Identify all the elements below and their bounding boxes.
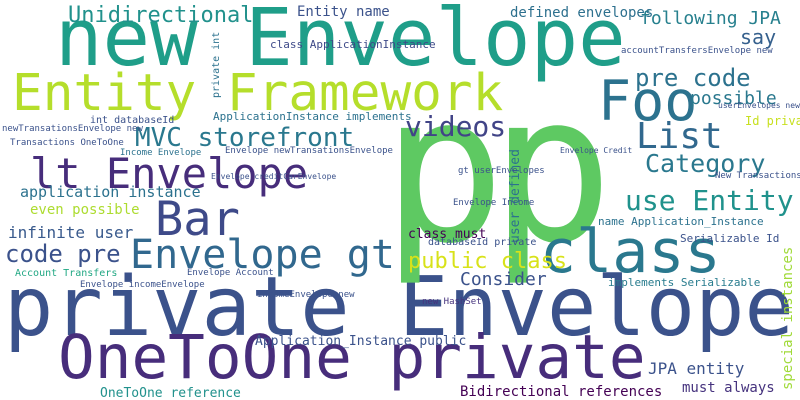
word: Category: [645, 149, 765, 178]
word: new Envelope: [55, 0, 626, 84]
word: MVC storefront: [135, 123, 354, 153]
word: user defined: [508, 149, 523, 243]
word: gt userEnvelopes: [458, 166, 545, 176]
word: Envelope Income: [453, 198, 534, 208]
word: private Envelope: [4, 260, 794, 355]
word: ApplicationInstance implements: [213, 110, 412, 123]
word: class must: [408, 227, 486, 242]
word: Application_Instance public: [255, 334, 466, 349]
word: Serializable Id: [680, 232, 779, 245]
word: must always: [682, 380, 775, 396]
word: class ApplicationInstance: [270, 38, 436, 51]
word: code pre: [5, 240, 121, 268]
word: OneToOne private: [58, 322, 646, 393]
word: Bidirectional references: [460, 384, 662, 400]
word: p: [382, 51, 505, 289]
word: OneToOne reference: [100, 386, 241, 400]
word: Foo: [598, 69, 697, 133]
word: pre code: [635, 64, 751, 92]
word: possible: [690, 88, 777, 109]
word: Account Transfers: [15, 268, 117, 279]
word: New Transactions: [715, 171, 800, 181]
word: Transactions OneToOne: [10, 138, 124, 148]
word: Envelope creditCarEnvelope: [211, 172, 336, 181]
word: userEnvelopes new: [718, 101, 800, 110]
word: infinite user: [8, 223, 134, 242]
word: int databaseId: [90, 115, 174, 126]
word: Income Envelope: [120, 148, 201, 158]
word: databaseId private: [428, 237, 536, 248]
word: new HashSet: [422, 297, 482, 307]
word: incomeEnvelope new: [257, 290, 355, 300]
word: say: [740, 25, 776, 49]
word: public class: [408, 249, 567, 274]
word: Id private: [745, 114, 800, 128]
word: special instances: [780, 247, 796, 390]
word: following JPA: [640, 8, 781, 29]
word: p: [490, 51, 613, 289]
word: accountTransfersEnvelope new: [621, 46, 773, 56]
word: defined envelopes: [510, 5, 653, 21]
word: videos: [405, 110, 506, 143]
word: implements Serializable: [608, 276, 760, 289]
word: List: [636, 116, 723, 157]
word: JPA entity: [648, 359, 745, 378]
word: Entity name: [297, 4, 390, 20]
word: Envelope newTransationsEnvelope: [225, 146, 393, 156]
word: Envelope gt: [130, 232, 395, 278]
word: Unidirectional: [68, 3, 253, 28]
word: even possible: [30, 202, 140, 218]
word: use Entity: [625, 184, 794, 217]
word: Envelope Credit: [560, 146, 632, 155]
word: newTransationsEnvelope new: [2, 124, 143, 134]
word: Bar: [155, 192, 240, 247]
word: Consider: [460, 269, 547, 290]
word: application instance: [20, 183, 201, 201]
word: Envelope incomeEnvelope: [80, 280, 205, 290]
word: lt Envelope: [30, 149, 308, 198]
word: Entity Framework: [12, 64, 503, 123]
word: private int: [211, 32, 222, 98]
word: name Application_Instance: [598, 215, 764, 228]
word: Envelope Account: [187, 268, 274, 278]
word: class: [540, 217, 721, 287]
